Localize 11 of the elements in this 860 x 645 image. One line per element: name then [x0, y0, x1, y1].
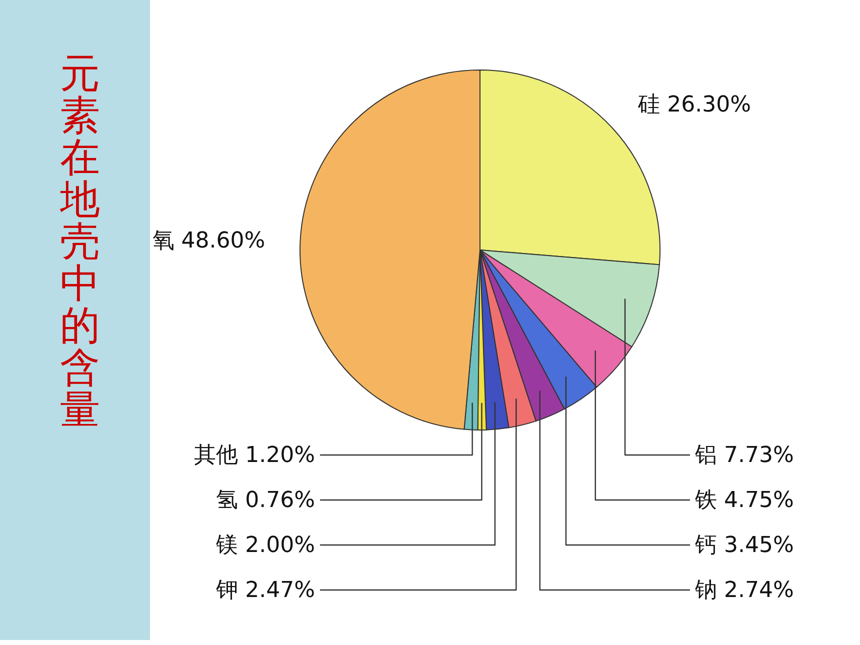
- slice-label: 镁 2.00%: [215, 533, 315, 558]
- chart-title: 元素在地壳中的含量: [60, 51, 100, 433]
- slice-label: 铁 4.75%: [694, 488, 794, 513]
- slice-label: 氢 0.76%: [216, 488, 315, 513]
- slice-label: 铝 7.73%: [694, 443, 794, 468]
- slice-label: 氧 48.60%: [152, 228, 266, 254]
- slice-label: 硅 26.30%: [637, 92, 751, 118]
- slice-label: 钠 2.74%: [694, 578, 794, 603]
- slice-label: 钙 3.45%: [694, 533, 794, 558]
- slice-label: 其他 1.20%: [194, 443, 315, 468]
- slice-label: 钾 2.47%: [215, 578, 315, 603]
